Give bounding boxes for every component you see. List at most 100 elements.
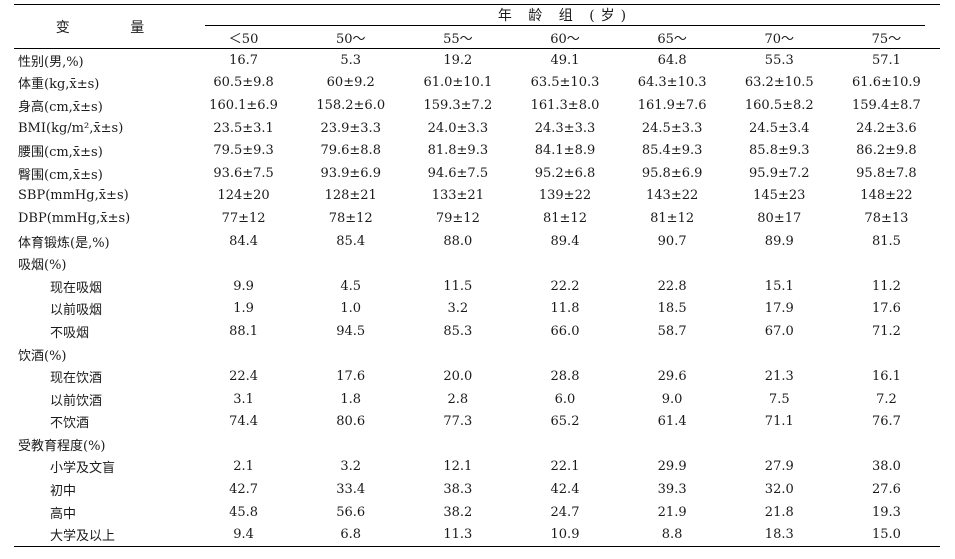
table-cell: 78±12 bbox=[328, 210, 373, 226]
table-cell: 22.2 bbox=[550, 278, 580, 294]
table-cell bbox=[833, 343, 940, 366]
table-cell: 80.6 bbox=[336, 414, 366, 430]
table-cell bbox=[297, 343, 404, 366]
table-row: BMI(kg/m²,x̄±s) 23.5±3.1 23.9±3.3 24.0±3.3 2… bbox=[14, 117, 940, 140]
table-row: 小学及文盲 2.1 3.2 12.1 22.1 29.9 27.9 38.0 bbox=[14, 456, 940, 479]
age-group-4: 65～ bbox=[618, 26, 726, 49]
table-cell: 24.0±3.3 bbox=[427, 120, 489, 136]
row-label: SBP(mmHg,x̄±s) bbox=[18, 188, 129, 204]
table-cell: 7.2 bbox=[876, 391, 897, 407]
table-cell bbox=[833, 252, 940, 275]
table-cell: 11.2 bbox=[871, 278, 901, 294]
table-header: 变 量 年 龄 组 (岁) ＜50 50～ 55～ 60～ 65～ 70～ 75～ bbox=[14, 4, 940, 49]
table-cell: 6.8 bbox=[297, 523, 405, 548]
table-cell: 81.5 bbox=[871, 233, 901, 249]
table-cell: 9.4 bbox=[190, 523, 298, 548]
age-group-title: 年 龄 组 (岁) bbox=[205, 5, 925, 26]
table-cell: 84.4 bbox=[229, 233, 259, 249]
table-row: 吸烟(%) bbox=[14, 252, 940, 275]
table-cell: 38.3 bbox=[443, 482, 473, 498]
table-cell: 33.4 bbox=[336, 482, 366, 498]
table-cell: 139±22 bbox=[538, 188, 592, 204]
table-row: 现在饮酒 22.4 17.6 20.0 28.8 29.6 21.3 16.1 bbox=[14, 365, 940, 388]
table-cell: 78±13 bbox=[864, 210, 909, 226]
table-cell: 49.1 bbox=[550, 52, 580, 68]
table-cell: 9.9 bbox=[233, 278, 254, 294]
table-cell: 159.3±7.2 bbox=[423, 97, 493, 113]
table-cell: 4.5 bbox=[340, 278, 362, 294]
row-label: 不饮酒 bbox=[50, 416, 90, 432]
table-cell: 79±12 bbox=[435, 210, 480, 226]
table-cell: 11.8 bbox=[550, 301, 580, 317]
table-cell bbox=[619, 343, 726, 366]
table-cell: 38.2 bbox=[443, 504, 473, 520]
table-row: 臀围(cm,x̄±s) 93.6±7.5 93.9±6.9 94.6±7.5 95.2±… bbox=[14, 162, 940, 185]
table-cell: 160.5±8.2 bbox=[744, 97, 814, 113]
table-cell bbox=[619, 433, 726, 456]
table-cell: 2.8 bbox=[447, 391, 469, 407]
row-label: 高中 bbox=[50, 506, 77, 522]
table-cell: 160.1±6.9 bbox=[209, 97, 278, 113]
table-cell: 17.6 bbox=[336, 369, 366, 385]
table-cell: 61.4 bbox=[657, 414, 687, 430]
row-label: 腰围(cm,x̄±s) bbox=[18, 145, 103, 161]
table-cell: 63.5±10.3 bbox=[530, 75, 600, 91]
table-cell: 16.1 bbox=[871, 369, 901, 385]
table-cell: 77±12 bbox=[221, 210, 266, 226]
age-group-1: 50～ bbox=[297, 26, 405, 49]
table-cell: 76.7 bbox=[871, 414, 901, 430]
row-label: 初中 bbox=[50, 484, 77, 500]
table-cell: 45.8 bbox=[229, 504, 259, 520]
table-cell bbox=[297, 433, 404, 456]
table-cell: 11.5 bbox=[443, 278, 473, 294]
table-cell: 81±12 bbox=[650, 210, 695, 226]
table-cell: 79.6±8.8 bbox=[320, 143, 381, 159]
variable-header: 变 量 bbox=[14, 4, 190, 49]
row-label: 现在饮酒 bbox=[50, 371, 103, 387]
table-row: DBP(mmHg,x̄±s) 77±12 78±12 79±12 81±12 81±12 8… bbox=[14, 207, 940, 230]
table-cell: 24.5±3.3 bbox=[641, 120, 703, 136]
table-cell: 86.2±9.8 bbox=[856, 143, 917, 159]
table-cell: 12.1 bbox=[443, 459, 473, 475]
age-group-row: ＜50 50～ 55～ 60～ 65～ 70～ 75～ bbox=[14, 26, 940, 49]
table-cell bbox=[190, 433, 297, 456]
table-row: 不饮酒 74.4 80.6 77.3 65.2 61.4 71.1 76.7 bbox=[14, 411, 940, 434]
table-cell: 95.8±7.8 bbox=[856, 165, 917, 181]
table-cell bbox=[511, 343, 618, 366]
table-cell: 60.5±9.8 bbox=[213, 75, 274, 91]
table-cell: 95.9±7.2 bbox=[749, 165, 810, 181]
table-cell bbox=[726, 433, 833, 456]
table-cell: 90.7 bbox=[657, 233, 687, 249]
table-cell bbox=[190, 343, 297, 366]
table-cell bbox=[726, 252, 833, 275]
table-cell: 77.3 bbox=[443, 414, 473, 430]
table-cell: 17.6 bbox=[871, 301, 901, 317]
age-group-2: 55～ bbox=[404, 26, 512, 49]
table-cell bbox=[297, 252, 404, 275]
table-cell: 64.8 bbox=[657, 52, 687, 68]
table-cell: 24.5±3.4 bbox=[749, 120, 810, 136]
table-row: 高中 45.8 56.6 38.2 24.7 21.9 21.8 19.3 bbox=[14, 501, 940, 524]
table-cell: 15.1 bbox=[764, 278, 794, 294]
table-cell: 23.5±3.1 bbox=[213, 120, 274, 136]
data-table: 变 量 年 龄 组 (岁) ＜50 50～ 55～ 60～ 65～ 70～ 75～ 性别(男… bbox=[14, 4, 940, 548]
table-cell: 89.9 bbox=[764, 233, 794, 249]
table-row: 现在吸烟 9.9 4.5 11.5 22.2 22.8 15.1 11.2 bbox=[14, 275, 940, 298]
table-cell: 23.9±3.3 bbox=[320, 120, 381, 136]
row-label: 受教育程度(%) bbox=[18, 438, 106, 454]
table-cell bbox=[619, 252, 726, 275]
table-cell: 63.2±10.5 bbox=[744, 75, 814, 91]
table-cell bbox=[190, 252, 297, 275]
row-label: 体育锻炼(是,%) bbox=[18, 235, 110, 251]
table-cell: 56.6 bbox=[336, 504, 366, 520]
table-cell: 29.9 bbox=[657, 459, 687, 475]
table-cell: 27.6 bbox=[871, 482, 901, 498]
table-cell: 88.1 bbox=[229, 323, 259, 339]
table-row: 性别(男,%) 16.7 5.3 19.2 49.1 64.8 55.3 57.1 bbox=[14, 49, 940, 72]
table-cell: 80±17 bbox=[757, 210, 802, 226]
table-cell: 93.9±6.9 bbox=[320, 165, 381, 181]
table-cell: 39.3 bbox=[657, 482, 687, 498]
table-cell: 3.2 bbox=[340, 459, 362, 475]
age-group-0: ＜50 bbox=[190, 26, 298, 49]
table-cell: 93.6±7.5 bbox=[213, 165, 274, 181]
